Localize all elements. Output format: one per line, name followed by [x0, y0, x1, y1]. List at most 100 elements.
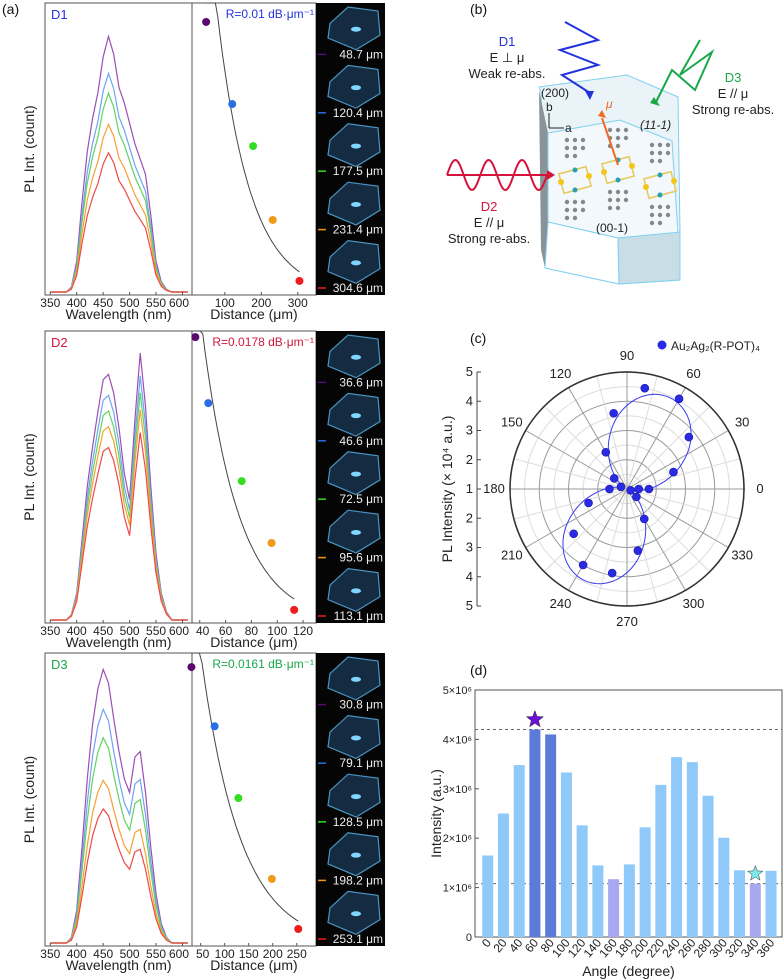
atom [615, 197, 621, 203]
polar-grid-spoke [626, 488, 729, 548]
atom [665, 142, 671, 148]
axis-b-label: b [546, 100, 553, 114]
d3-line2: Strong re-abs. [692, 102, 774, 117]
emission-spot [351, 354, 361, 360]
distance-data-point [210, 722, 219, 731]
min-star-icon [747, 864, 764, 881]
polar-grid-spoke [626, 488, 741, 520]
polar-angle-label: 210 [501, 548, 523, 563]
legend-label: Au₂Ag₂(R-POT)₄ [671, 339, 760, 353]
atom [657, 212, 663, 218]
spectrum-x-tick-label: 550 [146, 296, 166, 310]
d3-arrow-icon [650, 97, 660, 106]
atom [607, 189, 613, 195]
polar-angle-label: 330 [731, 548, 753, 563]
panel-label-b: (b) [470, 1, 487, 17]
polar-data-point [584, 498, 593, 508]
atom [615, 143, 621, 149]
emission-spot [351, 911, 361, 917]
distance-x-tick-label: 300 [288, 296, 308, 310]
polar-data-point [644, 484, 654, 494]
legend-marker [657, 340, 667, 350]
crystal-left-face [539, 90, 548, 268]
micrograph-distance-label: 253.1 μm [333, 932, 383, 946]
polar-data-point [674, 394, 684, 404]
bar-0 [482, 855, 494, 937]
spectrum-x-label: Wavelength (nm) [65, 957, 171, 973]
polar-angle-label: 90 [620, 348, 634, 363]
distance-data-point [267, 874, 276, 883]
atom [572, 215, 578, 221]
polar-grid-spoke [626, 488, 686, 591]
atom [572, 153, 578, 159]
distance-x-tick-label: 150 [239, 947, 259, 961]
d2-line1: E // μ [474, 215, 505, 230]
emission-spot [351, 852, 361, 858]
crystal-bottom-right-face [617, 231, 681, 285]
spectrum-x-tick-label: 500 [120, 296, 140, 310]
bar-y-tick-label: 5×10⁶ [443, 685, 472, 697]
bar-280 [702, 795, 714, 937]
micrograph-distance-label: 48.7 μm [339, 47, 383, 61]
bar-y-tick-label: 2×10⁶ [443, 833, 472, 845]
atom [580, 207, 586, 213]
spectrum-plot-frame [44, 2, 193, 296]
polar-grid-spoke [626, 458, 741, 490]
spectrum-x-tick-label: 550 [146, 947, 166, 961]
micrograph-distance-label: 36.6 μm [339, 375, 383, 389]
distance-x-label: Distance (μm) [210, 957, 297, 973]
spectrum-y-label: PL Int. (count) [21, 756, 37, 843]
polar-grid-spoke [568, 488, 628, 591]
micrograph-distance-label: 120.4 μm [333, 106, 383, 120]
metal-atom [657, 192, 663, 198]
sulfur-atom [671, 178, 677, 184]
distance-x-tick-label: 50 [196, 947, 210, 961]
bar-220 [655, 784, 667, 937]
spectrum-x-label: Wavelength (nm) [65, 306, 171, 322]
face-00-1-label: (00-1) [596, 221, 628, 235]
emission-spot [351, 529, 361, 535]
atom [657, 204, 663, 210]
polar-data-point [578, 560, 588, 570]
attenuation-annotation: R=0.01 dB·μm⁻¹ [226, 7, 314, 21]
bar-40 [513, 765, 525, 937]
distance-data-point [228, 100, 237, 109]
bar-140 [592, 865, 604, 937]
panel-b-diagram: D1 E ⊥ μ Weak re-abs. D3 E // μ Strong r… [446, 21, 774, 285]
emission-spot [351, 735, 361, 741]
spectrum-x-tick-label: 600 [169, 947, 189, 961]
atom [657, 158, 663, 164]
spectrum-x-tick-label: 350 [40, 624, 60, 638]
panel-c-polar-chart: 0 30 60 90 120 150 180 210 240 270 300 330 5 4 3 2 1 2 3 4 5… [439, 339, 764, 629]
distance-data-point [267, 538, 276, 547]
atom [665, 212, 671, 218]
polar-grid-spoke [543, 488, 628, 573]
face-11-1-label: (11-1) [640, 118, 671, 132]
atom [564, 199, 570, 205]
distance-x-label: Distance (μm) [210, 634, 297, 650]
polar-data-point [634, 484, 644, 494]
distance-data-point [191, 333, 200, 342]
atom [580, 145, 586, 151]
metal-atom [572, 167, 578, 173]
distance-data-point [237, 477, 246, 486]
distance-x-tick-label: 250 [287, 947, 307, 961]
spectrum-x-label: Wavelength (nm) [65, 634, 171, 650]
polar-grid-spoke [596, 488, 628, 603]
bar-20 [497, 813, 509, 937]
atom [665, 204, 671, 210]
micrograph-distance-label: 177.5 μm [333, 164, 383, 178]
polar-angle-label: 120 [550, 366, 572, 381]
spectrum-line-5 [50, 432, 188, 621]
polar-angle-label: 300 [683, 596, 705, 611]
polar-grid-spoke [626, 375, 658, 490]
bar-320 [734, 870, 746, 937]
emission-spot [351, 201, 361, 207]
atom [580, 199, 586, 205]
polar-y-label: PL Intensity (× 10⁴ a.u.) [439, 416, 455, 563]
atom [564, 207, 570, 213]
distance-x-label: Distance (μm) [210, 306, 297, 322]
bar-160 [608, 879, 620, 937]
atom [649, 142, 655, 148]
